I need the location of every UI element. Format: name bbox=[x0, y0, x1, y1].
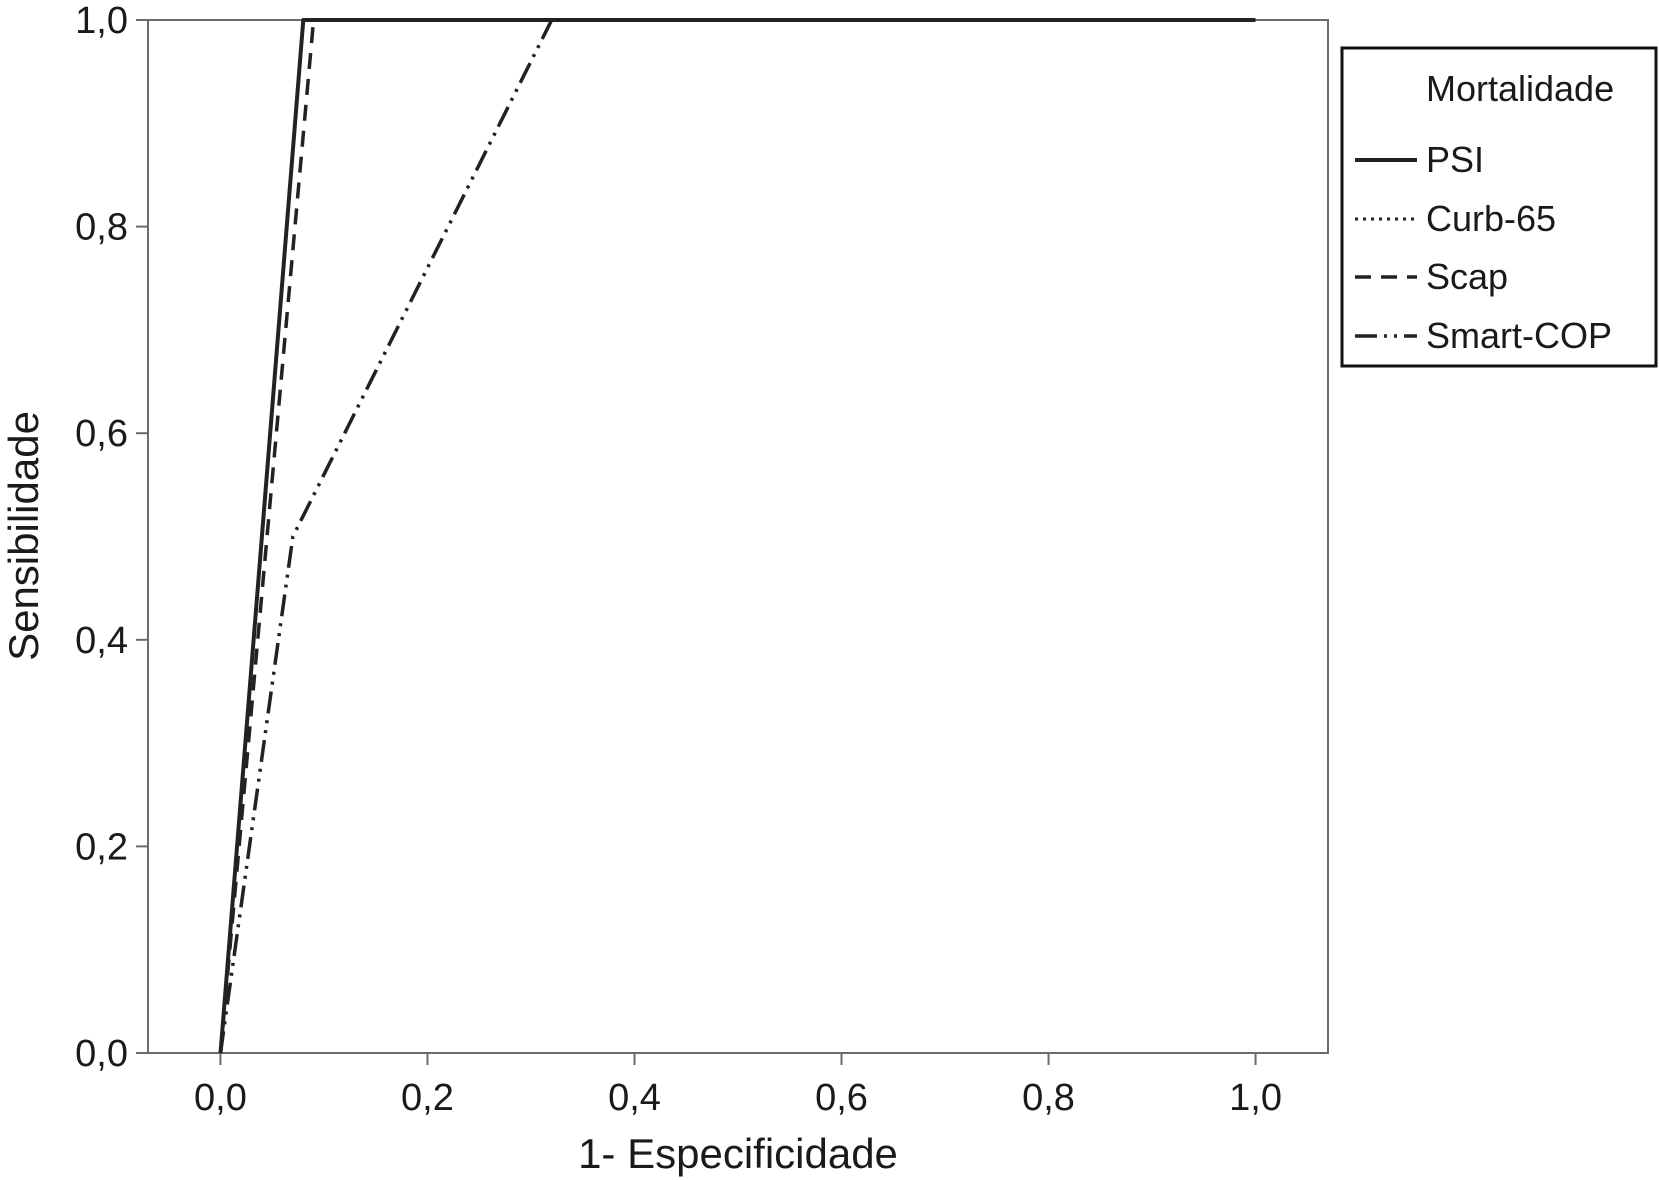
legend-label-smart-cop: Smart-COP bbox=[1426, 315, 1612, 356]
x-tick-label: 0,4 bbox=[608, 1077, 661, 1119]
y-tick-label: 0,0 bbox=[75, 1033, 128, 1075]
legend-title: Mortalidade bbox=[1426, 68, 1614, 109]
x-tick-label: 0,2 bbox=[401, 1077, 454, 1119]
y-tick-label: 0,4 bbox=[75, 620, 128, 662]
y-axis-title: Sensibilidade bbox=[0, 411, 47, 661]
y-tick-label: 0,8 bbox=[75, 207, 128, 249]
x-tick-label: 1,0 bbox=[1229, 1077, 1282, 1119]
y-tick-label: 0,2 bbox=[75, 826, 128, 868]
x-tick-label: 0,6 bbox=[815, 1077, 868, 1119]
legend-box bbox=[1340, 46, 1658, 368]
legend-label-scap: Scap bbox=[1426, 256, 1508, 297]
series-line-smart-cop bbox=[218, 18, 1256, 1054]
legend-label-psi: PSI bbox=[1426, 139, 1484, 180]
legend-items: PSI Curb-65 Scap Smart-COP bbox=[1355, 139, 1612, 356]
plot-frame bbox=[147, 19, 1329, 1054]
x-axis: 0,0 0,2 0,4 0,6 0,8 1,0 bbox=[194, 1053, 1282, 1119]
y-tick-label: 1,0 bbox=[75, 0, 128, 42]
x-axis-title: 1- Especificidade bbox=[578, 1130, 898, 1177]
series-layer bbox=[218, 18, 1256, 1054]
x-tick-label: 0,8 bbox=[1022, 1077, 1075, 1119]
y-tick-label: 0,6 bbox=[75, 413, 128, 455]
series-line-curb-65 bbox=[219, 18, 1256, 1054]
y-axis: 0,0 0,2 0,4 0,6 0,8 1,0 bbox=[75, 0, 148, 1075]
x-tick-label: 0,0 bbox=[194, 1077, 247, 1119]
legend: Mortalidade PSI Curb-65 Scap Smart-COP bbox=[1340, 46, 1658, 368]
legend-label-curb-65: Curb-65 bbox=[1426, 198, 1556, 239]
plot-area bbox=[147, 19, 1329, 1054]
